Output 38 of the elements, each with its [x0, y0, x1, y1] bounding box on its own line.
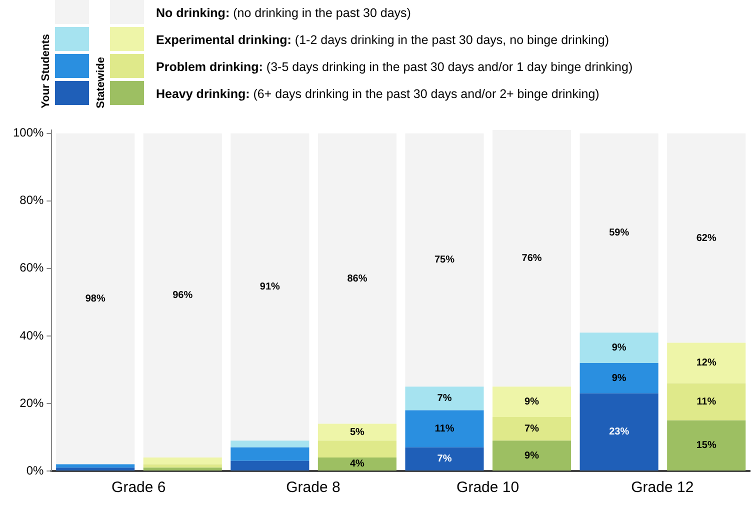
- legend-label: Experimental drinking: (1-2 days drinking in the past 30 days, no binge drinking): [156, 32, 610, 49]
- legend-label: Heavy drinking: (6+ days drinking in the past 30 days and/or 2+ binge drinking): [156, 86, 600, 103]
- y-tick-label: 60%: [20, 260, 44, 275]
- text: Your Students: [40, 34, 52, 108]
- data-label: 98%: [85, 294, 106, 305]
- data-label: 11%: [696, 396, 716, 408]
- y-tick-label: 20%: [20, 396, 44, 410]
- data-label: 59%: [609, 228, 630, 239]
- data-label: 9%: [524, 396, 540, 408]
- data-label: 23%: [609, 426, 630, 438]
- x-tick-label: Grade 6: [112, 479, 166, 496]
- x-tick-label: Grade 12: [631, 479, 694, 496]
- data-label: 15%: [696, 440, 716, 452]
- x-tick-label: Grade 10: [456, 479, 520, 496]
- data-label: 5%: [350, 426, 365, 438]
- y-tick-label: 80%: [20, 193, 44, 208]
- data-label: 9%: [612, 372, 626, 384]
- data-label: 7%: [437, 393, 452, 404]
- legend-label: Problem drinking: (3-5 days drinking in the past 30 days and/or 1 day binge drinking): [156, 59, 633, 76]
- y-tick-label: 100%: [12, 126, 44, 140]
- legend-label: No drinking: (no drinking in the past 30 days): [156, 5, 412, 22]
- text: Statewide: [95, 56, 107, 108]
- data-label: 9%: [612, 342, 626, 354]
- data-label: 76%: [522, 253, 542, 264]
- data-label: 96%: [172, 290, 193, 302]
- data-label: 75%: [434, 254, 455, 266]
- data-label: 91%: [260, 282, 280, 293]
- x-tick-label: Grade 8: [286, 479, 340, 496]
- data-label: 11%: [434, 424, 454, 435]
- data-label: 86%: [347, 273, 368, 284]
- data-label: 4%: [350, 458, 365, 470]
- data-label: 12%: [696, 358, 716, 369]
- data-label: 7%: [524, 424, 540, 435]
- data-label: 9%: [524, 450, 540, 462]
- y-tick-label: 0%: [26, 463, 44, 478]
- data-label: 7%: [437, 454, 452, 465]
- y-tick-label: 40%: [20, 328, 44, 342]
- data-label: 62%: [696, 232, 716, 244]
